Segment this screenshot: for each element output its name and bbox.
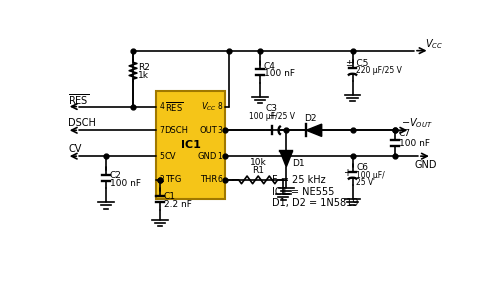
Text: D1: D1: [292, 158, 305, 167]
Text: R1: R1: [252, 166, 264, 175]
Text: $\overline{\rm RES}$: $\overline{\rm RES}$: [68, 92, 89, 107]
Text: C2: C2: [110, 171, 122, 180]
Text: IC1: IC1: [181, 140, 201, 150]
Text: F = 25 kHz: F = 25 kHz: [272, 175, 326, 185]
Text: +: +: [344, 168, 351, 178]
Bar: [156, 92, 226, 199]
Polygon shape: [306, 124, 322, 137]
Text: OUT: OUT: [199, 126, 217, 135]
Text: CV: CV: [68, 144, 82, 154]
Text: 100 nF: 100 nF: [264, 69, 295, 78]
Text: 100 nF: 100 nF: [110, 179, 141, 188]
Text: D1, D2 = 1N5819: D1, D2 = 1N5819: [272, 198, 358, 208]
Text: C3: C3: [266, 104, 278, 113]
Text: C4: C4: [264, 62, 276, 71]
Text: IC1 = NE555: IC1 = NE555: [272, 187, 334, 197]
Text: $-V_{OUT}$: $-V_{OUT}$: [401, 116, 433, 130]
Text: 100 μF/25 V: 100 μF/25 V: [248, 112, 294, 121]
Text: +: +: [268, 112, 276, 121]
Text: 2.2 nF: 2.2 nF: [164, 200, 192, 209]
Text: 100 nF: 100 nF: [398, 139, 430, 148]
Text: ± C5: ± C5: [346, 59, 368, 68]
Polygon shape: [280, 151, 292, 167]
Text: 6: 6: [218, 175, 222, 184]
Text: 7: 7: [159, 126, 164, 135]
Text: 1: 1: [218, 152, 222, 161]
Text: GND: GND: [414, 160, 437, 170]
Text: $V_{CC}$: $V_{CC}$: [425, 38, 443, 51]
Text: 1k: 1k: [138, 71, 148, 80]
Text: C1: C1: [164, 192, 176, 201]
Text: 100 μF/: 100 μF/: [356, 171, 385, 180]
Text: D2: D2: [304, 114, 316, 123]
Text: C7: C7: [398, 130, 410, 139]
Text: R2: R2: [138, 63, 149, 72]
Text: $V_{CC}$: $V_{CC}$: [201, 100, 217, 113]
Text: $\overline{\rm RES}$: $\overline{\rm RES}$: [164, 99, 183, 114]
Text: CV: CV: [164, 152, 176, 161]
Text: 3: 3: [218, 126, 222, 135]
Text: GND: GND: [198, 152, 217, 161]
Text: 4: 4: [159, 102, 164, 111]
Text: C6: C6: [356, 163, 368, 172]
Text: TFG: TFG: [164, 175, 181, 184]
Text: 10k: 10k: [250, 158, 266, 167]
Text: 8: 8: [218, 102, 222, 111]
Text: 2: 2: [159, 175, 164, 184]
Text: THR: THR: [200, 175, 217, 184]
Text: DSCH: DSCH: [68, 118, 96, 128]
Text: 25 V: 25 V: [356, 178, 374, 187]
Text: 5: 5: [159, 152, 164, 161]
Text: DSCH: DSCH: [164, 126, 188, 135]
Text: 220 μF/25 V: 220 μF/25 V: [356, 66, 402, 75]
